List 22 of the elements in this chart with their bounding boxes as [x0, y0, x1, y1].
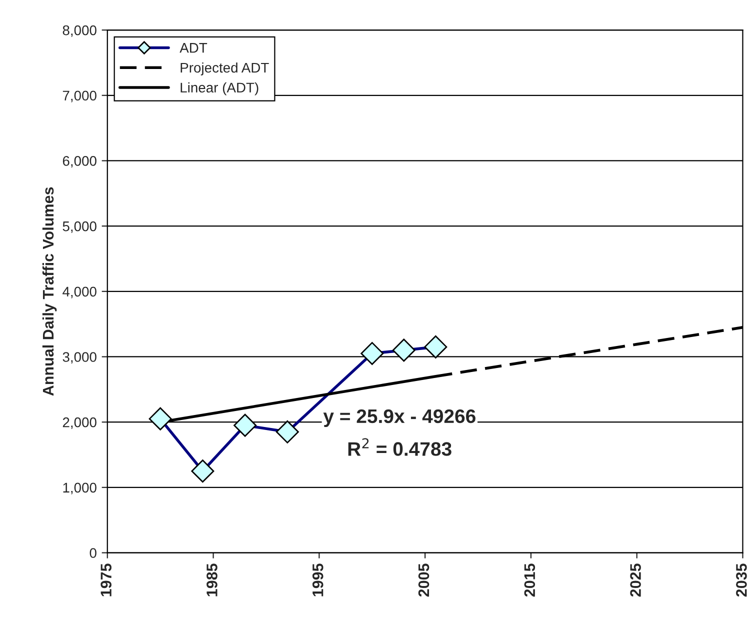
- legend-label: Linear (ADT): [180, 82, 258, 96]
- annotation: y = 25.9x - 49266: [323, 409, 476, 427]
- y-tick-label: 4,000: [62, 286, 96, 298]
- y-tick-label: 6,000: [62, 156, 96, 168]
- y-tick-label: 0: [90, 548, 96, 558]
- y-tick-label: 7,000: [62, 90, 96, 102]
- y-tick-label: 1,000: [63, 482, 96, 494]
- y-axis-title: Annual Daily Traffic Volumes: [42, 187, 57, 396]
- annotation: R$^{2}$ = 0.4783: [348, 438, 452, 456]
- x-tick-label: 2025: [630, 564, 641, 597]
- x-tick-label: 1985: [206, 564, 218, 596]
- legend-label: Projected ADT: [180, 62, 269, 76]
- x-tick-label: 1975: [100, 564, 112, 596]
- x-tick-label: 1995: [312, 564, 324, 596]
- y-tick-label: 5,000: [62, 221, 96, 233]
- legend-label: ADT: [180, 43, 208, 53]
- x-tick-label: 2015: [524, 564, 536, 597]
- y-tick-label: 8,000: [62, 25, 96, 37]
- x-tick-label: 2035: [736, 564, 747, 597]
- x-tick-label: 2005: [418, 564, 430, 597]
- y-tick-label: 2,000: [62, 417, 96, 429]
- y-tick-label: 3,000: [62, 352, 96, 364]
